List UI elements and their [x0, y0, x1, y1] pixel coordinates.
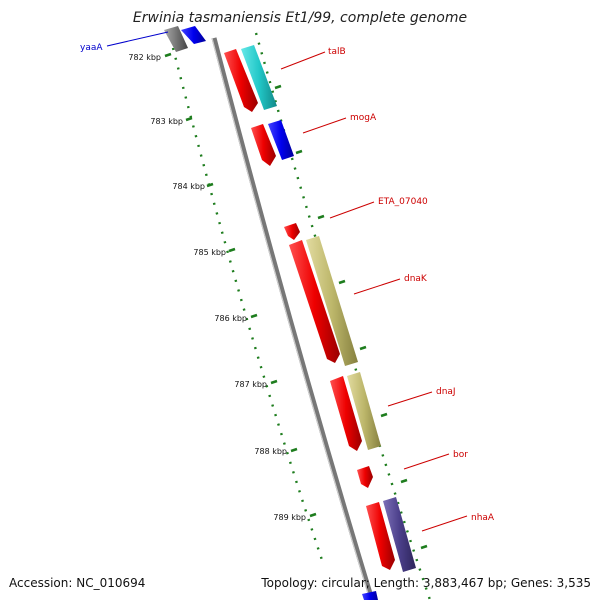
- ruler-labels: 782 kbp 783 kbp 784 kbp 785 kbp 786 kbp …: [128, 53, 306, 522]
- genome-backbone: [211, 37, 375, 600]
- gene-labels: yaaA talB mogA ETA_07040 dnaK dnaJ bor n…: [80, 43, 495, 523]
- map-title: Erwinia tasmaniensis Et1/99, complete ge…: [133, 10, 467, 26]
- leader-yaaA: [106, 31, 169, 47]
- feature-cyan-talB[interactable]: [241, 45, 277, 110]
- topology-text: Topology: circular; Length: 3,883,467 bp…: [260, 576, 591, 590]
- outer-tick: [359, 345, 367, 351]
- feature-khaki-dnaK[interactable]: [306, 236, 358, 366]
- leader-ETA_07040: [329, 201, 375, 219]
- ruler-tick: [309, 512, 317, 518]
- gene-label-ETA_07040[interactable]: ETA_07040: [378, 197, 428, 207]
- ruler-label: 782 kbp: [128, 53, 161, 62]
- genome-backbone-highlight: [211, 37, 371, 600]
- ruler-major-ticks: [164, 52, 317, 518]
- outer-tick: [380, 412, 388, 418]
- ruler-label: 789 kbp: [273, 513, 306, 522]
- ruler-tick: [228, 247, 236, 253]
- ruler-label: 786 kbp: [214, 314, 247, 323]
- leader-mogA: [302, 117, 347, 134]
- gene-label-dnaK[interactable]: dnaK: [404, 274, 428, 284]
- cds-nhaA[interactable]: [366, 502, 395, 570]
- ruler-tick: [185, 116, 193, 122]
- ruler-tick: [250, 313, 258, 319]
- gene-label-bor[interactable]: bor: [453, 450, 468, 460]
- ruler-label: 787 kbp: [234, 380, 267, 389]
- gene-leaders: [106, 31, 468, 532]
- outer-tick: [295, 149, 303, 155]
- accession-text: Accession: NC_010694: [9, 576, 145, 590]
- cds-dnaK[interactable]: [289, 240, 340, 363]
- outer-tick: [400, 478, 408, 484]
- cds-mogA[interactable]: [251, 124, 276, 166]
- feature-khaki-dnaJ[interactable]: [347, 372, 381, 450]
- gene-label-nhaA[interactable]: nhaA: [471, 513, 495, 523]
- gene-label-talB[interactable]: talB: [328, 47, 346, 57]
- feature-blue-yaaA[interactable]: [181, 26, 206, 44]
- ruler-label: 788 kbp: [254, 447, 287, 456]
- ruler-track-left: [171, 47, 324, 561]
- gene-label-mogA[interactable]: mogA: [350, 113, 377, 123]
- leader-bor: [403, 453, 450, 470]
- ruler-tick: [206, 182, 214, 188]
- feature-slate-nhaA[interactable]: [383, 497, 416, 572]
- cds-dnaJ[interactable]: [330, 376, 362, 451]
- ruler-label: 785 kbp: [193, 248, 226, 257]
- ruler-tick: [164, 52, 172, 58]
- outer-major-ticks: [274, 84, 428, 550]
- cds-talB[interactable]: [224, 49, 258, 112]
- gene-label-yaaA[interactable]: yaaA: [80, 43, 103, 53]
- leader-nhaA: [421, 515, 468, 532]
- feature-blue-bottom: [362, 591, 378, 600]
- ruler-label: 784 kbp: [172, 182, 205, 191]
- leader-talB: [280, 51, 326, 70]
- outer-tick: [420, 544, 428, 550]
- ruler-tick: [270, 379, 278, 385]
- feature-track: [164, 26, 416, 600]
- cds-ETA_07040[interactable]: [284, 223, 300, 240]
- feature-blue-mogA[interactable]: [268, 120, 294, 160]
- gene-label-dnaJ[interactable]: dnaJ: [436, 387, 456, 397]
- leader-dnaJ: [387, 391, 433, 407]
- cds-bor[interactable]: [357, 466, 373, 488]
- ruler-label: 783 kbp: [150, 117, 183, 126]
- outer-tick: [338, 279, 346, 285]
- leader-dnaK: [353, 278, 401, 295]
- ruler-tick: [290, 447, 298, 453]
- feature-gray: [164, 26, 188, 52]
- outer-tick: [274, 84, 282, 90]
- outer-tick: [317, 214, 325, 220]
